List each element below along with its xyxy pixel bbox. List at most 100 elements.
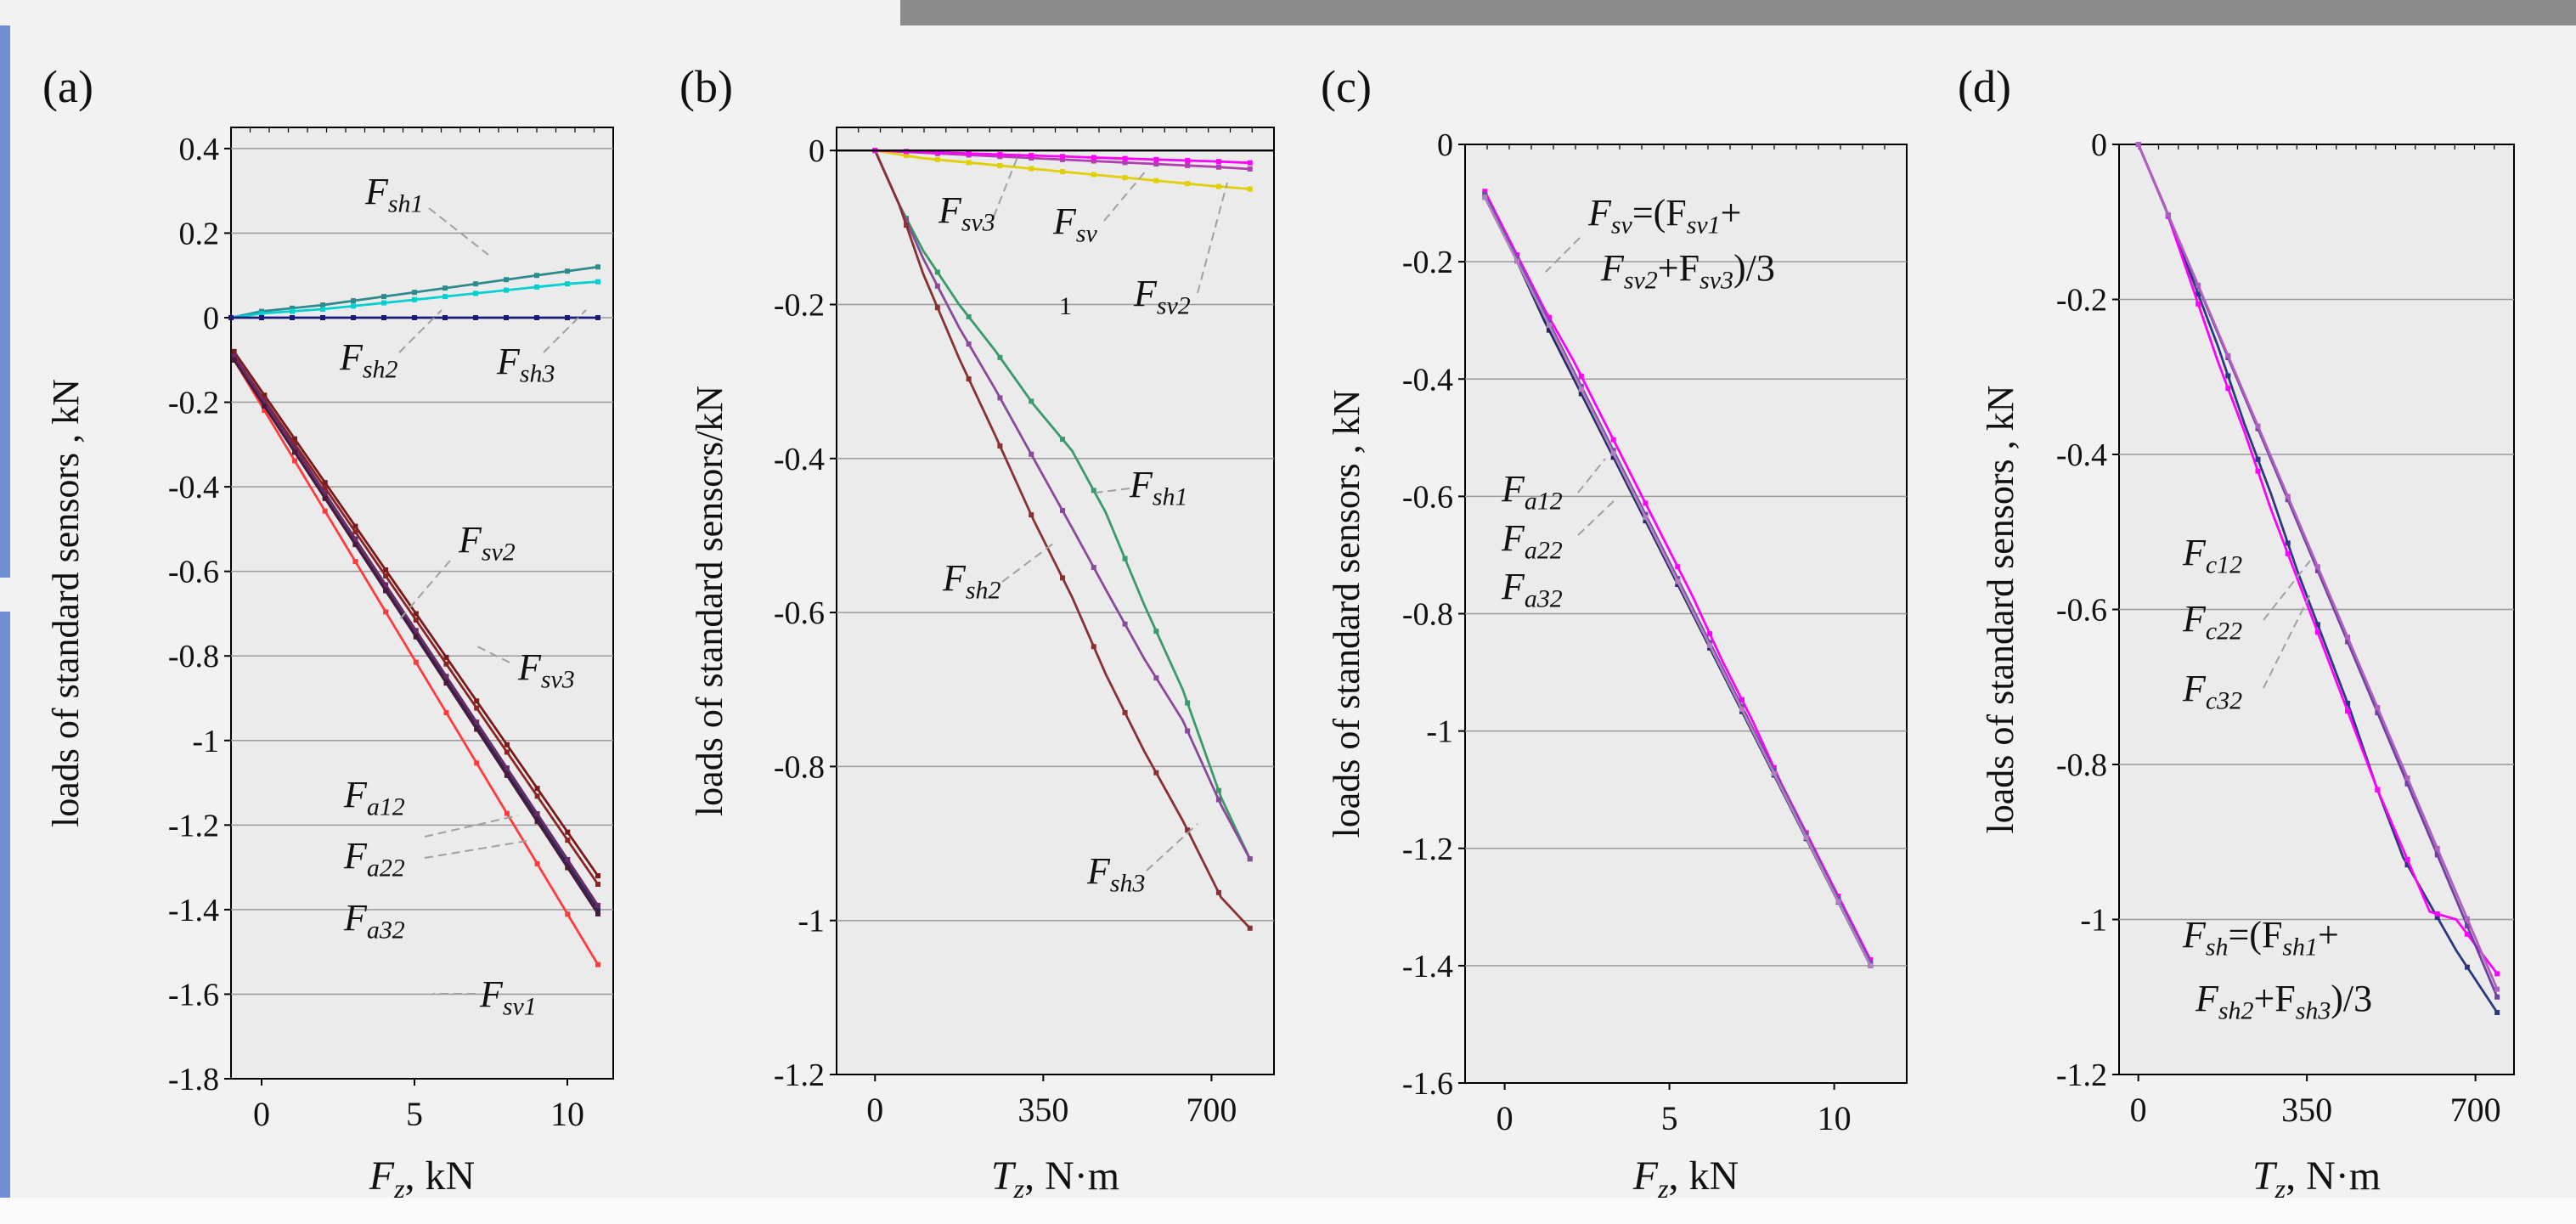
- data-point: [534, 819, 540, 825]
- annotation-leader: [398, 309, 442, 353]
- data-point: [413, 628, 419, 634]
- data-point: [474, 698, 480, 704]
- data-point: [262, 392, 268, 398]
- data-point: [2196, 282, 2201, 288]
- data-point: [443, 661, 449, 667]
- data-point: [2375, 705, 2381, 711]
- data-point: [1247, 856, 1253, 862]
- data-point: [2225, 386, 2231, 392]
- data-point: [473, 281, 478, 287]
- data-point: [1643, 500, 1649, 506]
- data-point: [2494, 1010, 2500, 1015]
- annotation-label: Fa12: [343, 774, 405, 821]
- data-point: [966, 314, 972, 319]
- data-point: [565, 860, 571, 866]
- data-point: [383, 588, 389, 594]
- data-point: [383, 582, 389, 588]
- data-point: [228, 315, 234, 320]
- y-tick-label: 0.2: [179, 216, 220, 251]
- data-point: [966, 376, 972, 382]
- data-point: [2345, 708, 2351, 714]
- annotation-label: Fsh2: [339, 336, 397, 384]
- data-point: [565, 281, 570, 287]
- annotation-label: Fsv1: [479, 973, 537, 1021]
- data-point: [595, 873, 600, 879]
- x-tick-label: 700: [1186, 1091, 1237, 1129]
- data-point: [2375, 787, 2381, 792]
- data-point: [1675, 581, 1681, 587]
- y-tick-label: -0.8: [774, 749, 825, 785]
- data-point: [934, 149, 940, 155]
- data-point: [534, 815, 540, 821]
- x-axis-label: Fz, kN: [1632, 1153, 1739, 1204]
- data-point: [534, 284, 539, 290]
- data-point: [474, 726, 480, 732]
- data-point: [2434, 915, 2440, 921]
- y-tick-label: -1.6: [1402, 1066, 1453, 1102]
- y-tick-label: 0: [2091, 127, 2107, 163]
- series-line-fsh3: [874, 149, 1251, 929]
- y-tick-label: -0.2: [2056, 283, 2107, 319]
- annotation-label: Fsv3: [938, 189, 995, 237]
- x-tick-label: 10: [550, 1095, 584, 1133]
- series-line-fsh1: [874, 149, 1251, 860]
- data-point: [1546, 327, 1552, 333]
- annotation-label: Fsh3: [496, 341, 555, 388]
- y-tick-label: -1.2: [1402, 832, 1453, 867]
- data-point: [1771, 770, 1777, 776]
- data-point: [1029, 166, 1034, 172]
- x-tick-label: 0: [866, 1091, 883, 1129]
- data-point: [1675, 578, 1681, 584]
- data-point: [473, 290, 478, 296]
- data-point: [2464, 931, 2470, 937]
- data-point: [443, 710, 449, 716]
- annotation-label: Fa32: [343, 897, 405, 945]
- data-point: [1122, 175, 1128, 181]
- data-point: [595, 911, 600, 917]
- data-point: [1153, 629, 1159, 635]
- data-point: [322, 485, 328, 491]
- data-point: [1546, 322, 1552, 328]
- data-point: [1514, 256, 1520, 262]
- y-tick-label: -1.2: [168, 808, 219, 843]
- annotation-label: Fa12: [1501, 468, 1563, 516]
- data-point: [1153, 161, 1159, 167]
- data-point: [231, 348, 237, 354]
- panel-label: (b): [679, 61, 733, 112]
- data-point: [292, 444, 297, 450]
- data-point: [290, 315, 295, 320]
- data-point: [1739, 707, 1745, 713]
- data-point: [351, 303, 356, 309]
- data-point: [504, 287, 509, 293]
- data-point: [1153, 675, 1159, 681]
- data-point: [2404, 862, 2410, 868]
- data-point: [1771, 768, 1777, 774]
- data-point: [2255, 423, 2261, 429]
- data-point: [1185, 728, 1191, 734]
- data-point: [1803, 832, 1809, 838]
- annotation-label: Fsh2: [942, 557, 1001, 605]
- data-point: [322, 490, 328, 496]
- data-point: [2434, 911, 2440, 917]
- data-point: [443, 674, 449, 680]
- data-point: [1739, 697, 1745, 702]
- y-tick-label: -0.4: [168, 470, 219, 505]
- y-tick-label: 0: [1437, 127, 1453, 163]
- data-point: [1215, 164, 1221, 170]
- data-point: [1122, 160, 1128, 166]
- data-point: [534, 315, 539, 320]
- chart-panel-b: 0 -0.2 -0.4 -0.6 -0.8 -1 -1.2 0 350 700 Fsv3 Fsv Fsv…: [679, 61, 1275, 1204]
- data-point: [1091, 172, 1096, 178]
- data-point: [565, 268, 570, 274]
- data-point: [1029, 512, 1034, 518]
- data-point: [1707, 642, 1713, 648]
- data-point: [474, 760, 480, 766]
- data-point: [2285, 494, 2291, 499]
- annotation-label: Fsh2+Fsh3)/3: [2195, 978, 2372, 1025]
- data-point: [1029, 153, 1034, 159]
- chart-panel-a: 0.4 0.2 0 -0.2 -0.4 -0.6 -0.8 -1 -1.2 -1.4 -1.6 -1.…: [42, 61, 614, 1204]
- y-axis-label: loads of standard sensors , kN: [1326, 390, 1367, 838]
- data-point: [934, 305, 940, 311]
- data-point: [1091, 158, 1096, 164]
- chart-panel-d: 0 -0.2 -0.4 -0.6 -0.8 -1 -1.2 0 350 700 Fc12 Fc22 Fc…: [1958, 61, 2515, 1204]
